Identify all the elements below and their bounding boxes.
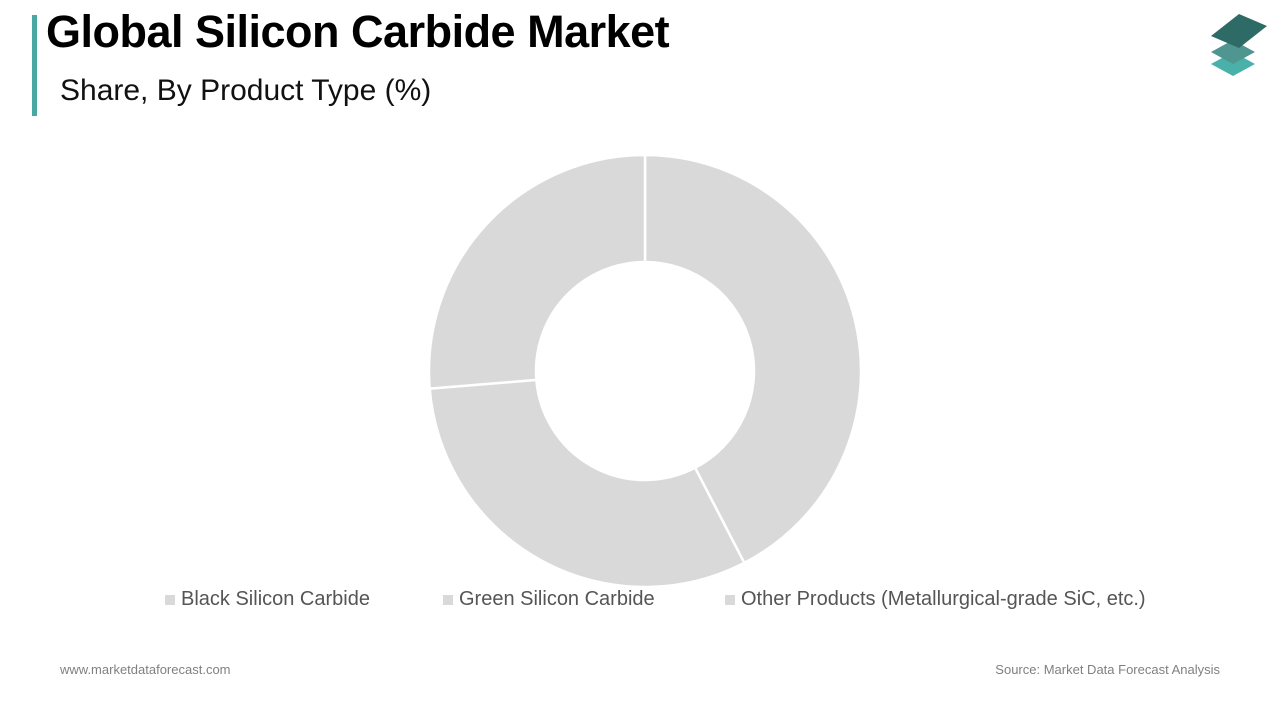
legend-item-green-silicon-carbide[interactable]: Green Silicon Carbide [443, 588, 655, 611]
page-title: Global Silicon Carbide Market [46, 6, 670, 57]
legend-swatch-icon [725, 594, 735, 605]
donut-slice-black-silicon-carbide[interactable] [643, 153, 863, 565]
legend-label: Other Products (Metallurgical-grade SiC,… [741, 588, 1146, 610]
chart-legend: Black Silicon Carbide Green Silicon Carb… [0, 588, 1280, 614]
source-note: Source: Market Data Forecast Analysis [995, 662, 1220, 677]
legend-swatch-icon [165, 594, 175, 605]
legend-swatch-icon [443, 594, 453, 605]
legend-item-other-products[interactable]: Other Products (Metallurgical-grade SiC,… [725, 588, 1146, 611]
donut-slice-other-products[interactable] [427, 153, 647, 390]
website-link[interactable]: www.marketdataforecast.com [60, 662, 231, 677]
legend-label: Black Silicon Carbide [181, 588, 370, 610]
page-subtitle: Share, By Product Type (%) [60, 74, 432, 107]
legend-label: Green Silicon Carbide [459, 588, 655, 610]
title-accent-bar [32, 15, 37, 116]
legend-item-black-silicon-carbide[interactable]: Black Silicon Carbide [165, 588, 370, 611]
donut-slice-green-silicon-carbide[interactable] [428, 378, 746, 589]
stacked-layers-icon [1211, 14, 1267, 76]
